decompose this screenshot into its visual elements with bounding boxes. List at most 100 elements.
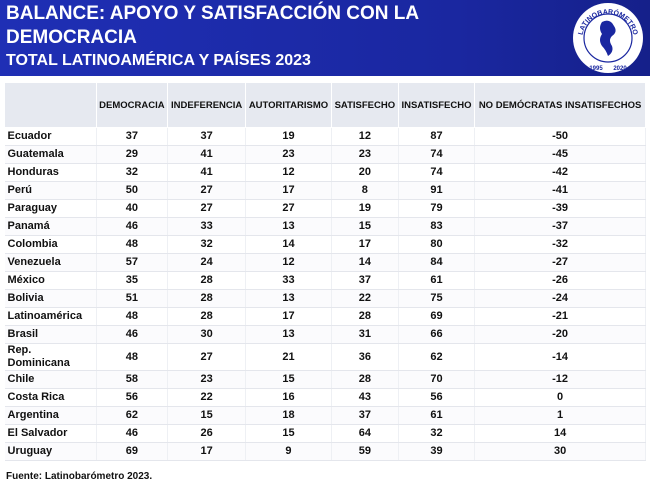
cell: 51 [96,289,169,308]
cell: 28 [331,370,399,389]
cell: 12 [245,253,332,272]
cell: 28 [167,271,247,290]
cell: 70 [398,370,476,389]
cell: 17 [167,442,247,461]
cell: -42 [474,163,646,182]
cell: 30 [474,442,646,461]
table-row: Costa Rica 56 22 16 43 56 0 [4,388,646,407]
table-row: Honduras 32 41 12 20 74 -42 [4,163,646,182]
cell: 33 [245,271,332,290]
cell: 14 [245,235,332,254]
cell: -32 [474,235,646,254]
cell: 32 [167,235,247,254]
cell: 74 [398,145,476,164]
cell: 79 [398,199,476,218]
cell: -41 [474,181,646,200]
cell: -20 [474,325,646,344]
column-header: DEMOCRACIA [95,82,169,128]
cell: 27 [167,343,247,371]
data-table: DEMOCRACIA INDEFERENCIA AUTORITARISMO SATIS… [4,82,646,461]
cell: 12 [245,163,332,182]
cell: 37 [167,127,247,146]
cell: 37 [331,271,399,290]
cell: 32 [96,163,169,182]
cell: 58 [96,370,169,389]
cell: 56 [398,388,476,407]
table-head: DEMOCRACIA INDEFERENCIA AUTORITARISMO SATIS… [4,82,646,128]
banner: BALANCE: APOYO Y SATISFACCIÓN CON LA DEM… [0,0,650,76]
cell: 69 [96,442,169,461]
header-row: DEMOCRACIA INDEFERENCIA AUTORITARISMO SATIS… [4,82,646,128]
table-row: Guatemala 29 41 23 23 74 -45 [4,145,646,164]
table-row: Chile 58 23 15 28 70 -12 [4,370,646,389]
cell: 48 [96,235,169,254]
cell: -12 [474,370,646,389]
table-row: Colombia 48 32 14 17 80 -32 [4,235,646,254]
cell: 28 [167,307,247,326]
cell: 19 [245,127,332,146]
cell: 23 [245,145,332,164]
cell: 41 [167,163,247,182]
row-label: Panamá [4,217,97,236]
cell: -50 [474,127,646,146]
cell: 14 [331,253,399,272]
row-label: Venezuela [4,253,97,272]
cell: 46 [96,217,169,236]
cell: 9 [245,442,332,461]
cell: 84 [398,253,476,272]
cell: 64 [331,424,399,443]
cell: 17 [245,181,332,200]
cell: 0 [474,388,646,407]
cell: 66 [398,325,476,344]
table-row: Uruguay 69 17 9 59 39 30 [4,442,646,461]
row-label: México [4,271,97,290]
cell: 36 [331,343,399,371]
row-label: Ecuador [4,127,97,146]
table-row: El Salvador 46 26 15 64 32 14 [4,424,646,443]
cell: 40 [96,199,169,218]
cell: 37 [331,406,399,425]
row-label: Honduras [4,163,97,182]
cell: 80 [398,235,476,254]
cell: 27 [245,199,332,218]
cell: 69 [398,307,476,326]
cell: 75 [398,289,476,308]
column-header: AUTORITARISMO [245,82,332,128]
cell: 19 [331,199,399,218]
cell: 15 [245,424,332,443]
cell: -14 [474,343,646,371]
cell: 62 [96,406,169,425]
cell: 15 [331,217,399,236]
column-header: INDEFERENCIA [167,82,247,128]
column-header: NO DEMÓCRATAS INSATISFECHOS [474,82,646,128]
corner-cell [4,82,97,128]
cell: 22 [331,289,399,308]
cell: 21 [245,343,332,371]
table-row: Rep. Dominicana 48 27 21 36 62 -14 [4,343,646,371]
cell: 1 [474,406,646,425]
cell: -21 [474,307,646,326]
cell: 13 [245,289,332,308]
cell: 22 [167,388,247,407]
cell: 26 [167,424,247,443]
table-row: Argentina 62 15 18 37 61 1 [4,406,646,425]
cell: 61 [398,271,476,290]
row-label: Uruguay [4,442,97,461]
logo-start: 1995 [589,66,603,72]
table-row: Brasil 46 30 13 31 66 -20 [4,325,646,344]
cell: 33 [167,217,247,236]
cell: 91 [398,181,476,200]
row-label: Guatemala [4,145,97,164]
cell: 13 [245,325,332,344]
cell: 12 [331,127,399,146]
cell: 13 [245,217,332,236]
cell: 29 [96,145,169,164]
row-label: Perú [4,181,97,200]
logo-end: 2020 [613,66,627,72]
cell: 8 [331,181,399,200]
cell: -26 [474,271,646,290]
table-row: Latinoamérica 48 28 17 28 69 -21 [4,307,646,326]
cell: 39 [398,442,476,461]
title: BALANCE: APOYO Y SATISFACCIÓN CON LA DEM… [6,3,419,48]
